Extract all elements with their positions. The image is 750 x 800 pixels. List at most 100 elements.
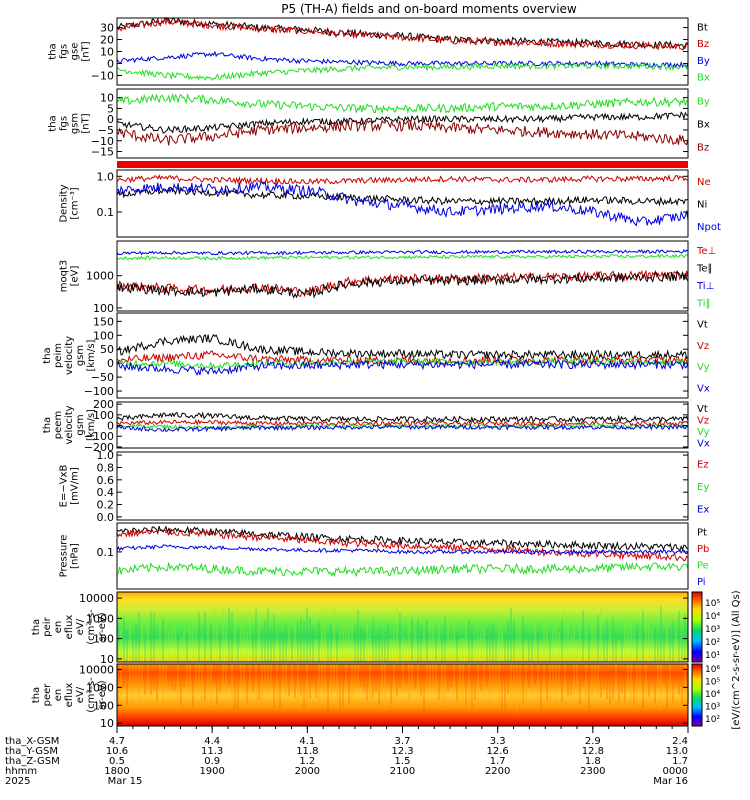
ylabel-line: E=−VxB xyxy=(59,465,70,508)
spectrogram-stripe xyxy=(216,626,218,662)
xaxis-row-label: tha_X-GSM xyxy=(5,736,59,747)
spectrogram-stripe xyxy=(420,664,422,697)
spectrogram-stripe xyxy=(519,664,521,700)
spectrogram-stripe xyxy=(624,664,626,703)
spectrogram-stripe xyxy=(606,664,608,700)
spectrogram-stripe xyxy=(321,664,323,686)
colorbar-tick: 10³ xyxy=(705,703,720,713)
ytick-label: 50 xyxy=(100,343,114,356)
xaxis-row-label: tha_Y-GSM xyxy=(5,746,58,757)
series-fgs_gse-0 xyxy=(116,16,689,51)
spectrogram-stripe xyxy=(600,607,602,662)
colorbar: 10⁵ 10⁴ 10³ 10² 10¹ 10⁶ 10⁵ 10⁴ 10³ 10² [eV/(cm^2-… xyxy=(691,590,742,730)
series-pressure-1 xyxy=(116,528,689,562)
series-fgs_gsm-0 xyxy=(116,92,689,115)
spectrogram-stripe xyxy=(318,621,320,662)
ytick-label: 0 xyxy=(107,113,114,126)
spectrogram-stripe xyxy=(546,664,548,702)
ytick-label: 0.1 xyxy=(97,546,115,559)
spectrogram-stripe xyxy=(390,638,392,662)
spectrogram-stripe xyxy=(597,664,599,708)
spectrogram-stripe xyxy=(315,639,317,662)
spectrogram-stripe xyxy=(279,631,281,662)
spectrogram-stripe xyxy=(543,616,545,662)
spectrogram-stripe xyxy=(288,664,290,696)
spectrogram-stripe xyxy=(507,619,509,662)
xtick-label: 3.3 xyxy=(490,736,506,747)
spectrogram-stripe xyxy=(417,619,419,662)
spectrogram-stripe xyxy=(549,664,551,706)
spectrogram-stripe xyxy=(276,664,278,707)
colorbar-tick: 10¹ xyxy=(705,651,720,661)
spectrogram-stripe xyxy=(264,621,266,662)
spectrogram-stripe xyxy=(324,664,326,699)
spectrogram-stripe xyxy=(636,664,638,701)
spectrogram-stripe xyxy=(150,611,152,662)
spectrogram-stripe xyxy=(243,664,245,706)
spectrogram-stripe xyxy=(159,664,161,688)
spectrogram-stripe xyxy=(666,610,668,662)
spectrogram-stripe xyxy=(327,639,329,662)
spectrogram-stripe xyxy=(522,664,524,704)
spectrogram-stripe xyxy=(138,611,140,662)
spectrogram-stripe xyxy=(168,664,170,686)
spectrogram-stripe xyxy=(222,607,224,662)
spectrogram-stripe xyxy=(408,611,410,662)
spectrogram-stripe xyxy=(189,664,191,695)
spectrogram-stripe xyxy=(429,664,431,691)
spectrogram-stripe xyxy=(627,622,629,662)
ylabel-line: eflux xyxy=(64,615,75,640)
xtick-label: 12.3 xyxy=(391,746,413,757)
xtick-label: 2.4 xyxy=(672,736,688,747)
spectrogram-stripe xyxy=(132,636,134,662)
series-fgs_gse-3 xyxy=(116,61,689,82)
ytick-label: 5 xyxy=(107,102,114,115)
spectrogram-stripe xyxy=(438,664,440,700)
panel-frame xyxy=(116,88,689,159)
ytick-label: 30 xyxy=(100,22,114,35)
spectrogram-stripe xyxy=(459,664,461,708)
spectrogram-stripe xyxy=(159,617,161,662)
legend-entry: Pi xyxy=(697,577,706,588)
spectrogram-stripe xyxy=(231,612,233,662)
spectrogram-stripe xyxy=(462,637,464,662)
legend-entry: Vt xyxy=(697,404,708,415)
legend-entry: Vz xyxy=(697,341,709,352)
spectrogram-stripe xyxy=(156,639,158,662)
ytick-label: 10 xyxy=(100,46,114,59)
ytick-label: 150 xyxy=(93,315,114,328)
spectrogram-stripe xyxy=(453,622,455,662)
spectrogram-stripe xyxy=(249,612,251,662)
spectrogram-stripe xyxy=(495,640,497,662)
spectrogram-stripe xyxy=(504,634,506,662)
xtick-label: Mar 16 xyxy=(653,776,688,787)
spectrogram-stripe xyxy=(369,664,371,705)
series-peem_velocity-2 xyxy=(116,423,689,431)
spectrogram-stripe xyxy=(399,664,401,689)
spectrogram-stripe xyxy=(603,664,605,690)
spectrogram-stripe xyxy=(309,664,311,699)
ytick-label: 0.2 xyxy=(97,499,115,512)
spectrogram-stripe xyxy=(342,610,344,662)
panel-peim_velocity: tha peim velocity gsm [km/s] −100−50050100150… xyxy=(42,312,710,399)
spectrogram-stripe xyxy=(345,664,347,685)
spectrogram-stripe xyxy=(579,664,581,705)
spectrogram-stripe xyxy=(438,626,440,662)
spectrogram-stripe xyxy=(555,664,557,707)
spectrogram-stripe xyxy=(312,664,314,683)
xtick-label: 11.3 xyxy=(201,746,223,757)
spectrogram-stripe xyxy=(618,640,620,662)
xtick-label: 0000 xyxy=(663,766,688,777)
ylabel-line: sr-eV) xyxy=(97,612,108,641)
legend-entry: Bt xyxy=(697,22,708,33)
spectrogram-stripe xyxy=(267,664,269,698)
series-density-0 xyxy=(116,174,688,186)
spectrogram-stripe xyxy=(576,664,578,695)
series-peem_velocity-0 xyxy=(116,411,689,424)
spectrogram-stripe xyxy=(489,626,491,662)
spectrogram-stripe xyxy=(189,627,191,662)
spectrogram-stripe xyxy=(390,664,392,704)
spectrogram-stripe xyxy=(426,618,428,662)
spectrogram-stripe xyxy=(204,611,206,662)
spectrogram-stripe xyxy=(201,664,203,709)
